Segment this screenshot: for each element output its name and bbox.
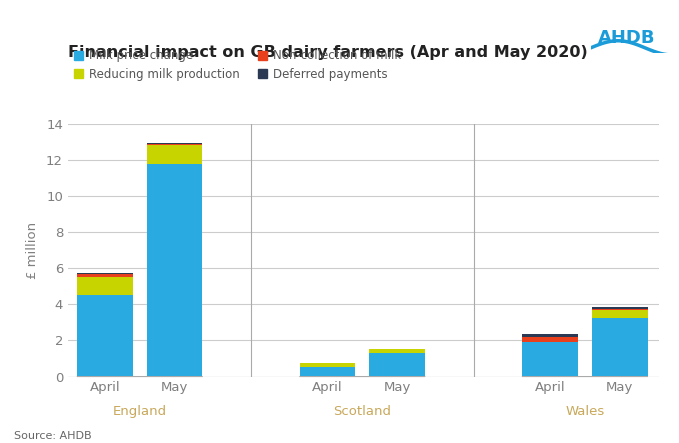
Bar [147,145,202,164]
Bar [77,274,133,277]
Bar [522,342,578,377]
Bar [592,307,648,309]
Bar [592,318,648,377]
Text: England: England [113,405,167,418]
Bar [299,363,355,367]
Text: Source: AHDB: Source: AHDB [14,431,91,441]
Text: AHDB: AHDB [598,29,655,47]
Bar [592,309,648,311]
Y-axis label: £ million: £ million [26,222,39,279]
Text: Financial impact on GB dairy farmers (Apr and May 2020): Financial impact on GB dairy farmers (Ap… [68,45,587,60]
Text: Wales: Wales [566,405,604,418]
Bar [147,143,202,144]
Bar [592,311,648,318]
Bar [369,353,425,377]
Bar [299,367,355,377]
Bar [77,295,133,377]
Bar [147,144,202,145]
Bar [77,277,133,295]
Bar [522,334,578,337]
Bar [522,337,578,342]
Bar [77,272,133,274]
Bar [147,164,202,377]
Bar [369,349,425,353]
Legend: Milk price change, Reducing milk production, Non-collection of milk, Deferred pa: Milk price change, Reducing milk product… [74,49,401,81]
Text: Scotland: Scotland [333,405,391,418]
